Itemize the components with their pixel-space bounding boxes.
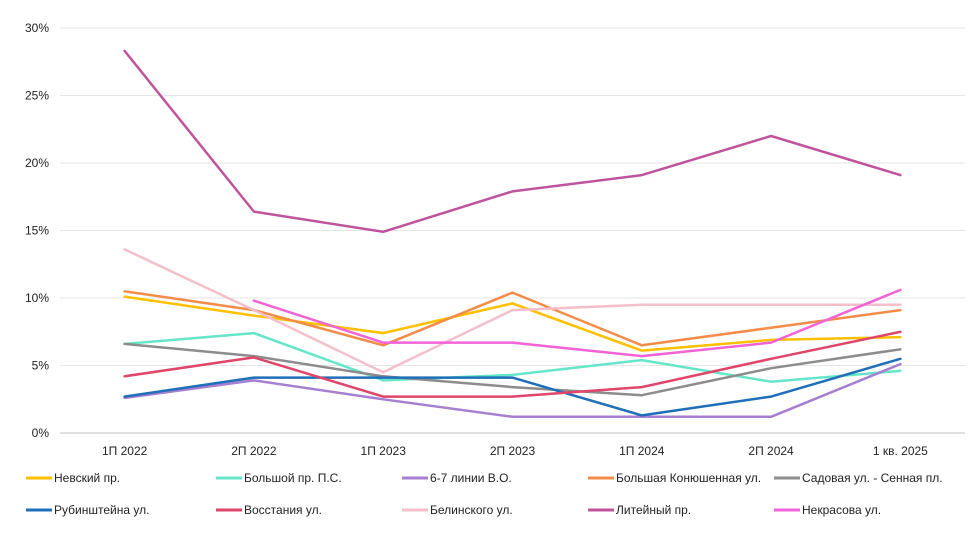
- legend-label: Большой пр. П.С.: [244, 471, 342, 485]
- x-tick-label: 1П 2024: [619, 444, 665, 458]
- series-line: [123, 342, 902, 397]
- x-axis-ticks: 1П 2022 2П 2022 1П 2023 2П 2023 1П 2024 2П 20…: [102, 444, 928, 458]
- legend-label: Садовая ул. - Сенная пл.: [802, 471, 943, 485]
- y-axis-ticks: 0% 5% 10% 15% 20% 25% 30%: [25, 21, 49, 440]
- x-tick-label: 1 кв. 2025: [873, 444, 928, 458]
- legend-label: Белинского ул.: [430, 503, 513, 517]
- x-tick-label: 1П 2023: [361, 444, 407, 458]
- legend-label: Литейный пр.: [616, 503, 691, 517]
- legend-label: Восстания ул.: [244, 503, 322, 517]
- x-tick-label: 2П 2023: [490, 444, 536, 458]
- series-line: [123, 49, 902, 234]
- legend-label: Некрасова ул.: [802, 503, 881, 517]
- y-tick-label: 20%: [25, 156, 49, 170]
- legend: Невский пр. Большой пр. П.С. 6-7 линии В.О…: [26, 471, 943, 517]
- legend-label: Большая Конюшенная ул.: [616, 471, 761, 485]
- series-line: [123, 331, 902, 383]
- legend-label: Невский пр.: [54, 471, 120, 485]
- y-tick-label: 10%: [25, 291, 49, 305]
- series-line: [123, 330, 902, 398]
- series-line: [123, 248, 902, 374]
- x-tick-label: 2П 2024: [748, 444, 794, 458]
- gridlines: [60, 27, 965, 434]
- series-line: [252, 288, 902, 358]
- y-tick-label: 15%: [25, 224, 49, 238]
- x-tick-label: 2П 2022: [231, 444, 277, 458]
- series-lines: [123, 49, 902, 419]
- y-tick-label: 5%: [32, 359, 50, 373]
- series-line: [123, 357, 902, 417]
- legend-label: Рубинштейна ул.: [54, 503, 149, 517]
- y-tick-label: 0%: [32, 426, 50, 440]
- y-tick-label: 30%: [25, 21, 49, 35]
- series-line: [123, 362, 902, 419]
- y-tick-label: 25%: [25, 89, 49, 103]
- x-tick-label: 1П 2022: [102, 444, 148, 458]
- legend-label: 6-7 линии В.О.: [430, 471, 512, 485]
